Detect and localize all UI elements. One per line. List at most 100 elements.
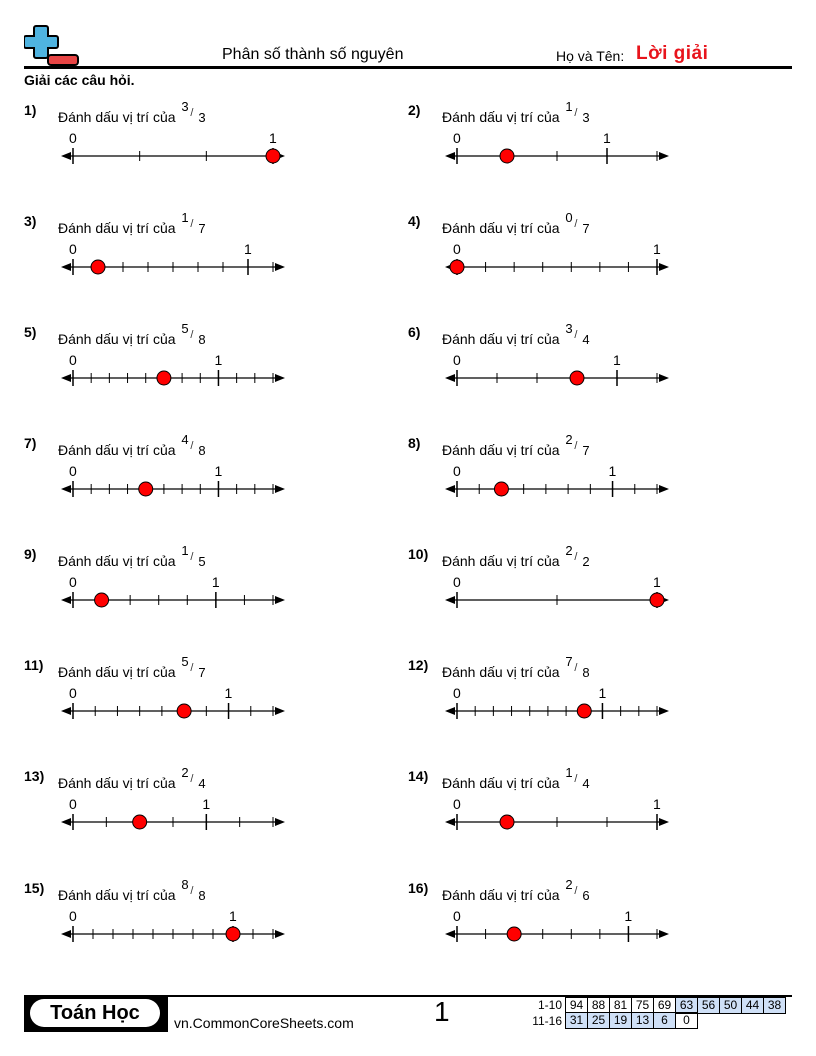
- label-zero: 0: [69, 241, 77, 257]
- arrow-right-icon: [275, 930, 285, 938]
- logo: [23, 24, 80, 66]
- arrow-left-icon: [445, 818, 455, 826]
- number-line: 0 1: [61, 908, 285, 942]
- label-one: 1: [624, 908, 632, 924]
- label-one: 1: [244, 241, 252, 257]
- answer-dot: [493, 481, 509, 497]
- problem-4: 4) Đánh dấu vị trí của 0 / 7 0 1: [408, 210, 788, 313]
- problem-14: 14) Đánh dấu vị trí của 1 / 4 0 1: [408, 765, 788, 868]
- problem-15: 15) Đánh dấu vị trí của 8 / 8 0 1: [24, 877, 404, 980]
- fraction-denominator: 3: [198, 110, 206, 125]
- answer-dot: [225, 926, 241, 942]
- prompt-text: Đánh dấu vị trí của: [58, 887, 176, 903]
- arrow-left-icon: [61, 152, 71, 160]
- fraction-denominator: 8: [198, 443, 206, 458]
- fraction-denominator: 8: [198, 332, 206, 347]
- label-zero: 0: [69, 463, 77, 479]
- arrow-right-icon: [275, 596, 285, 604]
- score-key-cell: 50: [719, 997, 742, 1014]
- answer-dot: [132, 814, 148, 830]
- arrow-left-icon: [61, 263, 71, 271]
- fraction-denominator: 6: [582, 888, 590, 903]
- score-key-cell: 0: [675, 1012, 698, 1029]
- number-line: 0 1: [61, 352, 285, 386]
- answer-dot: [506, 926, 522, 942]
- arrow-right-icon: [275, 707, 285, 715]
- fraction: 2 / 7: [565, 432, 595, 458]
- arrow-right-icon: [659, 485, 669, 493]
- prompt-text: Đánh dấu vị trí của: [58, 553, 176, 569]
- problem-number: 5): [24, 324, 37, 340]
- fraction-numerator: 3: [565, 321, 573, 336]
- fraction-numerator: 7: [565, 654, 573, 669]
- number-line: 0 1: [445, 130, 669, 164]
- prompt-text: Đánh dấu vị trí của: [442, 442, 560, 458]
- label-zero: 0: [453, 463, 461, 479]
- number-line: 0 1: [445, 463, 669, 497]
- number-line: 0 1: [61, 574, 285, 608]
- problem-number: 12): [408, 657, 429, 673]
- label-one: 1: [653, 574, 661, 590]
- label-one: 1: [225, 685, 233, 701]
- site-url: vn.CommonCoreSheets.com: [174, 1015, 354, 1031]
- arrow-left-icon: [445, 374, 455, 382]
- fraction-denominator: 2: [582, 554, 590, 569]
- arrow-left-icon: [445, 930, 455, 938]
- arrow-left-icon: [61, 818, 71, 826]
- fraction: 1 / 3: [565, 99, 595, 125]
- arrow-left-icon: [445, 152, 455, 160]
- problem-7: 7) Đánh dấu vị trí của 4 / 8 0 1: [24, 432, 404, 535]
- fraction-denominator: 7: [198, 665, 206, 680]
- fraction-slash: /: [574, 107, 578, 119]
- label-zero: 0: [453, 574, 461, 590]
- label-zero: 0: [69, 908, 77, 924]
- page-number: 1: [434, 996, 450, 1027]
- arrow-left-icon: [61, 930, 71, 938]
- plus-minus-logo-icon: [23, 25, 79, 66]
- label-one: 1: [653, 241, 661, 257]
- problem-number: 15): [24, 880, 45, 896]
- problem-prompt: Đánh dấu vị trí của 2 / 4: [58, 765, 211, 791]
- fraction-slash: /: [574, 440, 578, 452]
- arrow-right-icon: [275, 263, 285, 271]
- problem-prompt: Đánh dấu vị trí của 1 / 7: [58, 210, 211, 236]
- fraction: 1 / 4: [565, 765, 595, 791]
- answer-dot: [176, 703, 192, 719]
- score-key-row: 1-10 94 88 81 75 69 63 56 50 44 38: [520, 997, 786, 1014]
- fraction-slash: /: [574, 551, 578, 563]
- prompt-text: Đánh dấu vị trí của: [58, 331, 176, 347]
- label-one: 1: [229, 908, 237, 924]
- fraction-denominator: 4: [582, 332, 590, 347]
- score-key-row: 11-16 31 25 19 13 6 0: [520, 1012, 786, 1029]
- label-zero: 0: [453, 130, 461, 146]
- problem-prompt: Đánh dấu vị trí của 3 / 4: [442, 321, 595, 347]
- problem-prompt: Đánh dấu vị trí của 1 / 3: [442, 99, 595, 125]
- problem-prompt: Đánh dấu vị trí của 4 / 8: [58, 432, 211, 458]
- problem-prompt: Đánh dấu vị trí của 8 / 8: [58, 877, 211, 903]
- fraction-slash: /: [190, 662, 194, 674]
- problem-prompt: Đánh dấu vị trí của 5 / 8: [58, 321, 211, 347]
- answer-dot: [94, 592, 110, 608]
- fraction-denominator: 4: [582, 776, 590, 791]
- brand-label: Toán Học: [30, 999, 160, 1027]
- label-zero: 0: [69, 574, 77, 590]
- problem-13: 13) Đánh dấu vị trí của 2 / 4 0 1: [24, 765, 404, 868]
- fraction: 3 / 3: [181, 99, 211, 125]
- fraction-slash: /: [574, 885, 578, 897]
- problem-prompt: Đánh dấu vị trí của 5 / 7: [58, 654, 211, 680]
- fraction-numerator: 1: [181, 543, 189, 558]
- fraction-slash: /: [574, 218, 578, 230]
- arrow-left-icon: [61, 485, 71, 493]
- problem-number: 9): [24, 546, 37, 562]
- arrow-left-icon: [445, 596, 455, 604]
- number-line: 0 1: [61, 130, 285, 164]
- arrow-right-icon: [659, 707, 669, 715]
- problem-number: 3): [24, 213, 37, 229]
- number-line: 0 1: [445, 352, 669, 386]
- prompt-text: Đánh dấu vị trí của: [442, 664, 560, 680]
- problem-number: 4): [408, 213, 421, 229]
- fraction-denominator: 5: [198, 554, 206, 569]
- fraction-denominator: 3: [582, 110, 590, 125]
- arrow-right-icon: [659, 930, 669, 938]
- label-one: 1: [202, 796, 210, 812]
